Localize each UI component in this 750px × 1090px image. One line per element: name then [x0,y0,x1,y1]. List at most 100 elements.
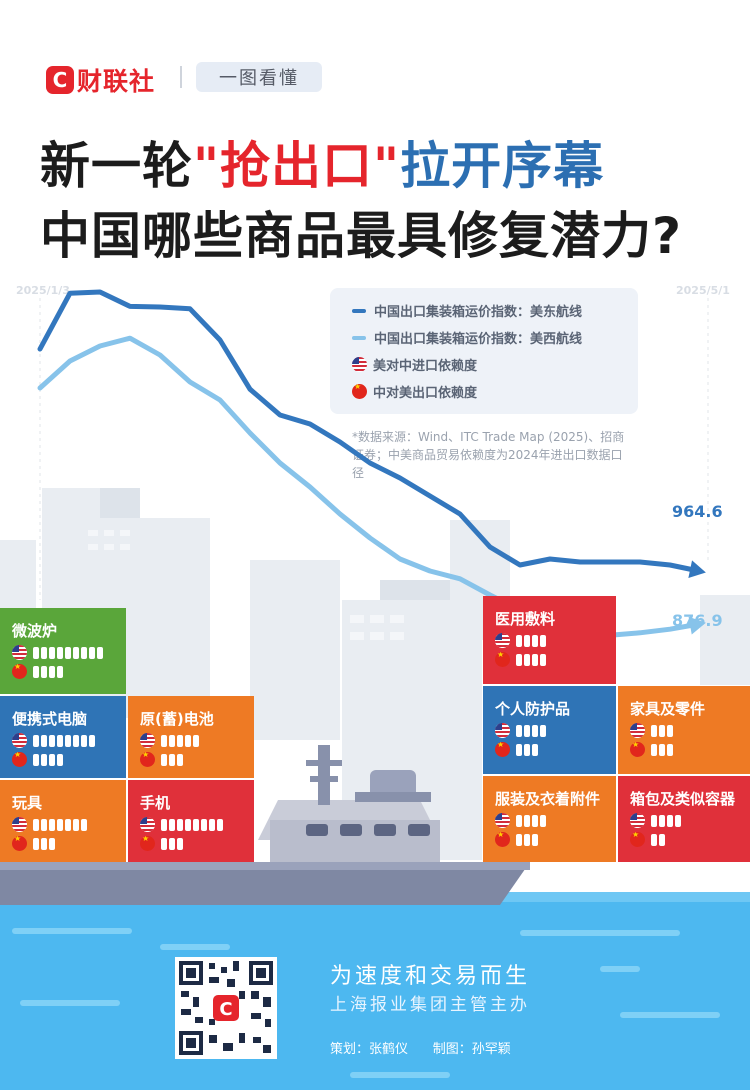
level-dot [193,734,199,747]
level-dot [81,818,87,831]
level-dot [169,753,175,766]
level-dot [177,734,183,747]
cargo-container: 原(蓄)电池 [128,696,254,778]
level-dot [524,653,530,666]
dependency-level [161,753,185,766]
tag-chip: 一图看懂 [196,62,322,92]
title-line-2: 中国哪些商品最具修复潜力? [40,207,683,265]
cn-dependency-row [630,742,675,757]
level-dot [540,653,546,666]
us-flag-icon [630,813,645,828]
level-dot [33,665,39,678]
cn-flag-icon [12,752,27,767]
us-flag-icon [12,733,27,748]
cn-flag-icon [140,836,155,851]
qr-code: C [175,957,277,1059]
level-dot [185,734,191,747]
end-value-east: 964.6 [672,502,723,521]
level-dot [516,653,522,666]
dependency-level [33,837,57,850]
level-dot [524,814,530,827]
level-dot [33,734,39,747]
chart-legend: 中国出口集装箱运价指数：美东航线 中国出口集装箱运价指数：美西航线 美对中进口依… [330,288,638,414]
title-line-1: 新一轮"抢出口"拉开序幕 [40,126,604,198]
legend-label-cn: 中对美出口依赖度 [373,386,478,401]
credits: 策划：张鹤仪 制图：孙罕颖 [330,1042,511,1057]
series-line-0 [37,289,703,574]
level-dot [177,818,183,831]
container-label: 原(蓄)电池 [140,710,214,728]
level-dot [73,646,79,659]
legend-label-west: 中国出口集装箱运价指数：美西航线 [374,332,583,347]
level-dot [49,734,55,747]
level-dot [516,743,522,756]
dependency-level [516,724,548,737]
container-label: 便携式电脑 [12,710,88,728]
title-highlight: "抢出口" [193,137,401,195]
cn-dependency-row [495,742,540,757]
level-dot [540,634,546,647]
level-dot [65,646,71,659]
us-flag-icon [495,723,510,738]
level-dot [57,753,63,766]
level-dot [524,724,530,737]
level-dot [185,818,191,831]
level-dot [65,734,71,747]
level-dot [81,734,87,747]
level-dot [651,814,657,827]
level-dot [49,646,55,659]
legend-label-us: 美对中进口依赖度 [373,359,478,374]
series-west-group [37,335,706,638]
level-dot [217,818,223,831]
cargo-container: 微波炉 [0,608,126,694]
series-arrow-0 [688,560,706,579]
container-label: 服装及衣着附件 [495,790,601,808]
dependency-level [161,818,225,831]
level-dot [516,634,522,647]
level-dot [675,814,681,827]
legend-item-us: 美对中进口依赖度 [352,355,477,374]
level-dot [169,734,175,747]
cn-dependency-row [495,832,540,847]
level-dot [33,753,39,766]
us-dependency-row [630,723,675,738]
level-dot [524,833,530,846]
legend-label-east: 中国出口集装箱运价指数：美东航线 [374,305,583,320]
us-flag-icon [352,357,367,372]
level-dot [41,734,47,747]
title-suffix: 拉开序幕 [400,137,605,195]
legend-item-west: 中国出口集装箱运价指数：美西航线 [352,328,582,347]
dependency-level [516,653,548,666]
dependency-level [161,837,185,850]
level-dot [73,734,79,747]
level-dot [33,646,39,659]
us-dependency-row [630,813,683,828]
level-dot [516,814,522,827]
level-dot [169,818,175,831]
level-dot [540,814,546,827]
cargo-container: 医用敷料 [483,596,616,684]
cargo-container: 箱包及类似容器 [618,776,750,862]
cargo-container: 服装及衣着附件 [483,776,616,862]
cn-flag-icon [630,832,645,847]
us-dependency-row [12,817,89,832]
us-dependency-row [12,733,97,748]
level-dot [49,753,55,766]
level-dot [161,818,167,831]
dependency-level [33,734,97,747]
level-dot [81,646,87,659]
level-dot [49,837,55,850]
cn-flag-icon [495,832,510,847]
us-dependency-row [140,817,225,832]
level-dot [659,743,665,756]
level-dot [89,734,95,747]
logo-text: 财联社 [77,67,156,96]
level-dot [41,646,47,659]
level-dot [161,734,167,747]
cargo-container: 手机 [128,780,254,862]
cargo-container: 玩具 [0,780,126,862]
level-dot [516,833,522,846]
level-dot [532,814,538,827]
level-dot [161,753,167,766]
